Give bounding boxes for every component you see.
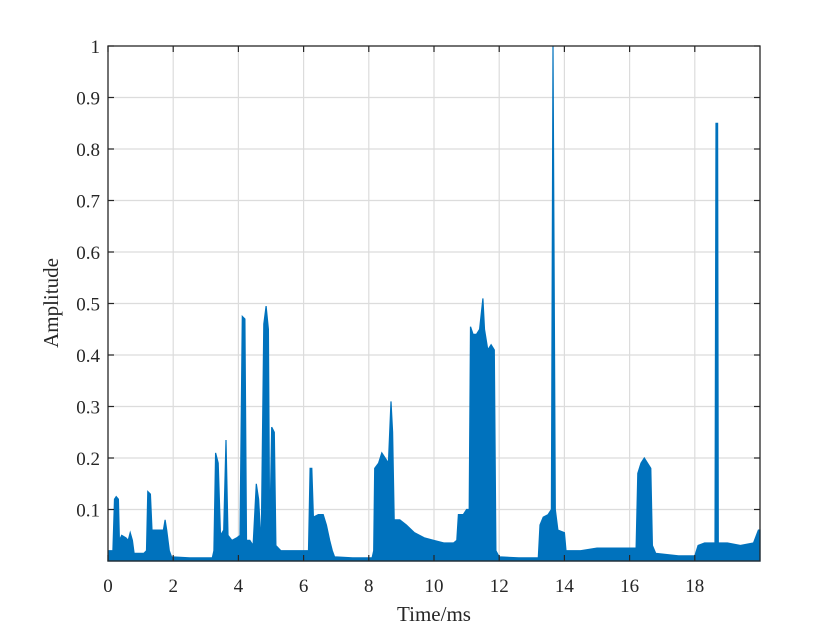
axis-ticks — [107, 45, 760, 561]
y-axis-label: Amplitude — [39, 258, 63, 348]
y-tick-labels: 0.1 0.2 0.3 0.4 0.5 0.6 0.7 0.8 0.9 1 — [76, 37, 100, 522]
x-tick-label: 8 — [364, 576, 374, 597]
x-tick-label: 10 — [425, 576, 444, 597]
y-tick-label: 0.5 — [76, 295, 100, 316]
x-tick-label: 0 — [103, 576, 113, 597]
x-tick-label: 16 — [620, 576, 639, 597]
y-tick-label: 1 — [91, 37, 101, 58]
y-tick-label: 0.1 — [76, 501, 100, 522]
y-tick-label: 0.7 — [76, 192, 100, 213]
signal-area — [107, 45, 761, 562]
x-tick-label: 14 — [555, 576, 575, 597]
y-tick-label: 0.8 — [76, 140, 100, 161]
y-tick-label: 0.6 — [76, 243, 100, 264]
x-tick-label: 18 — [685, 576, 704, 597]
y-tick-label: 0.3 — [76, 398, 100, 419]
x-axis-label: Time/ms — [397, 602, 471, 626]
y-tick-label: 0.9 — [76, 89, 100, 110]
x-tick-labels: 0 2 4 6 8 10 12 14 16 18 — [103, 576, 704, 597]
y-tick-label: 0.2 — [76, 449, 100, 470]
y-tick-label: 0.4 — [76, 346, 100, 367]
x-tick-label: 2 — [168, 576, 178, 597]
x-tick-label: 4 — [234, 576, 244, 597]
x-tick-label: 12 — [490, 576, 509, 597]
x-tick-label: 6 — [299, 576, 309, 597]
grid-lines — [108, 46, 760, 561]
